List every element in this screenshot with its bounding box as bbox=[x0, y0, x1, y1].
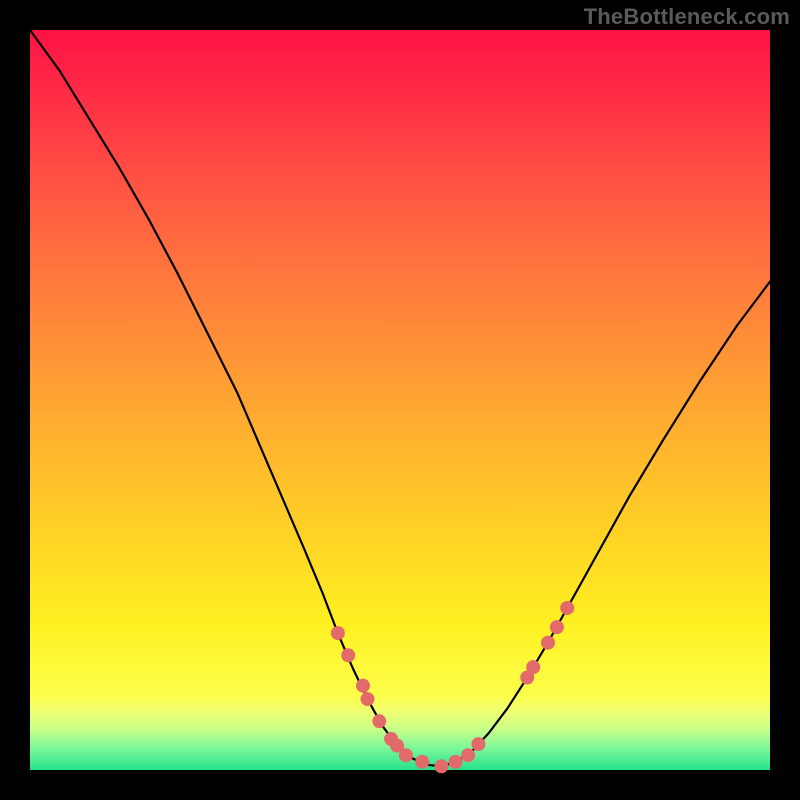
curve-marker bbox=[399, 748, 413, 762]
curve-marker bbox=[471, 737, 485, 751]
curve-marker bbox=[526, 660, 540, 674]
curve-marker bbox=[434, 759, 448, 773]
curve-marker bbox=[461, 748, 475, 762]
chart-stage: TheBottleneck.com bbox=[0, 0, 800, 800]
curve-marker bbox=[415, 755, 429, 769]
curve-marker bbox=[372, 714, 386, 728]
curve-marker bbox=[449, 755, 463, 769]
watermark-text: TheBottleneck.com bbox=[584, 4, 790, 30]
curve-marker bbox=[356, 679, 370, 693]
curve-marker bbox=[541, 636, 555, 650]
curve-marker bbox=[360, 692, 374, 706]
curve-marker bbox=[560, 601, 574, 615]
curve-marker bbox=[331, 626, 345, 640]
bottleneck-curve bbox=[30, 30, 770, 766]
curve-marker bbox=[341, 648, 355, 662]
curve-marker bbox=[550, 620, 564, 634]
chart-svg bbox=[0, 0, 800, 800]
